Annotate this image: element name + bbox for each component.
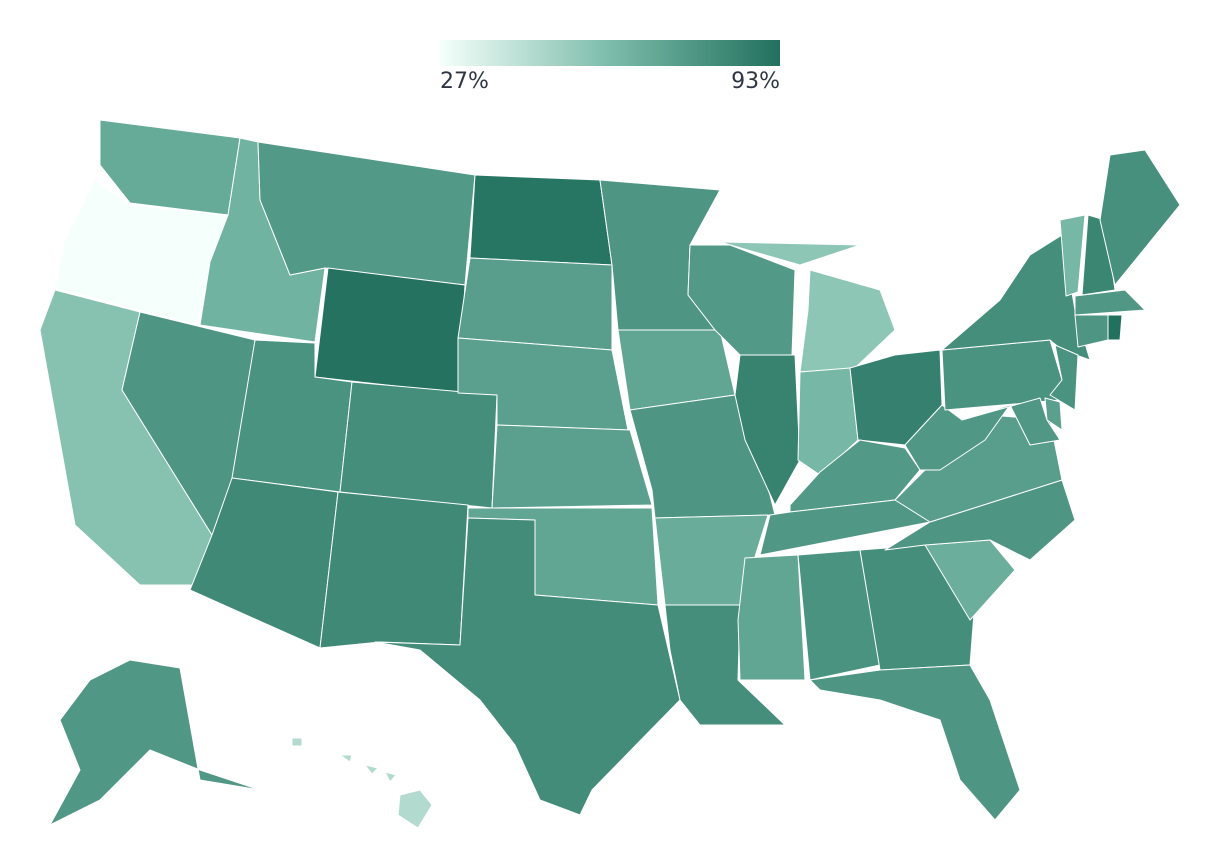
color-scale bbox=[440, 40, 780, 66]
state bbox=[884, 479, 1076, 561]
state bbox=[1044, 397, 1063, 431]
state bbox=[1107, 314, 1123, 341]
states bbox=[39, 119, 1181, 829]
legend-label: 27% bbox=[440, 69, 489, 94]
state bbox=[1074, 314, 1109, 348]
legend-label: 93% bbox=[731, 69, 780, 94]
state bbox=[457, 257, 613, 351]
legend: 27% 93% bbox=[440, 40, 780, 94]
state bbox=[319, 491, 469, 649]
state bbox=[1099, 149, 1181, 286]
state bbox=[961, 397, 1061, 446]
state bbox=[737, 554, 806, 681]
state bbox=[374, 517, 681, 816]
state bbox=[257, 141, 476, 286]
state bbox=[54, 179, 229, 326]
state bbox=[734, 354, 801, 506]
state bbox=[291, 737, 433, 829]
state bbox=[49, 659, 261, 826]
state bbox=[1059, 214, 1086, 297]
state bbox=[99, 119, 241, 216]
state bbox=[339, 381, 498, 509]
state bbox=[1074, 289, 1146, 316]
state bbox=[469, 174, 613, 266]
state bbox=[1049, 344, 1079, 411]
state bbox=[941, 339, 1063, 411]
state bbox=[491, 424, 653, 509]
state bbox=[189, 477, 339, 649]
state bbox=[314, 267, 466, 394]
state bbox=[809, 664, 1021, 821]
